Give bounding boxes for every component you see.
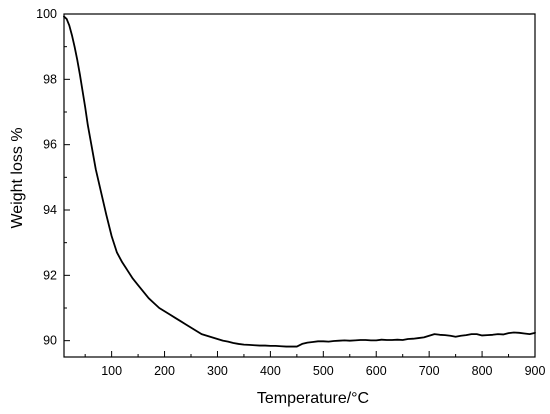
- x-tick-label: 200: [154, 364, 175, 378]
- y-tick-label: 94: [43, 203, 57, 217]
- y-axis-tick-labels: 90 92 94 96 98 100: [36, 7, 57, 348]
- x-tick-label: 400: [260, 364, 281, 378]
- y-tick-label: 92: [43, 268, 57, 282]
- y-tick-label: 100: [36, 7, 57, 21]
- x-axis-ticks: [84, 351, 536, 357]
- x-tick-label: 900: [525, 364, 546, 378]
- series-layer: [63, 15, 536, 348]
- x-tick-label: 300: [207, 364, 228, 378]
- x-tick-label: 600: [366, 364, 387, 378]
- x-tick-label: 700: [419, 364, 440, 378]
- y-axis-title: Weight loss %: [9, 127, 26, 228]
- x-axis-title: Temperature/°C: [257, 390, 369, 407]
- y-tick-label: 98: [43, 72, 57, 86]
- plot-frame: [63, 13, 536, 358]
- series-line: [63, 15, 536, 348]
- y-tick-label: 96: [43, 138, 57, 152]
- y-axis-ticks: [64, 13, 70, 342]
- x-tick-label: 100: [101, 364, 122, 378]
- x-axis-tick-labels: 100 200 300 400 500 600 700 800 900: [101, 364, 545, 378]
- plot-border: [63, 13, 536, 358]
- x-tick-label: 500: [313, 364, 334, 378]
- y-tick-label: 90: [43, 334, 57, 348]
- x-tick-label: 800: [472, 364, 493, 378]
